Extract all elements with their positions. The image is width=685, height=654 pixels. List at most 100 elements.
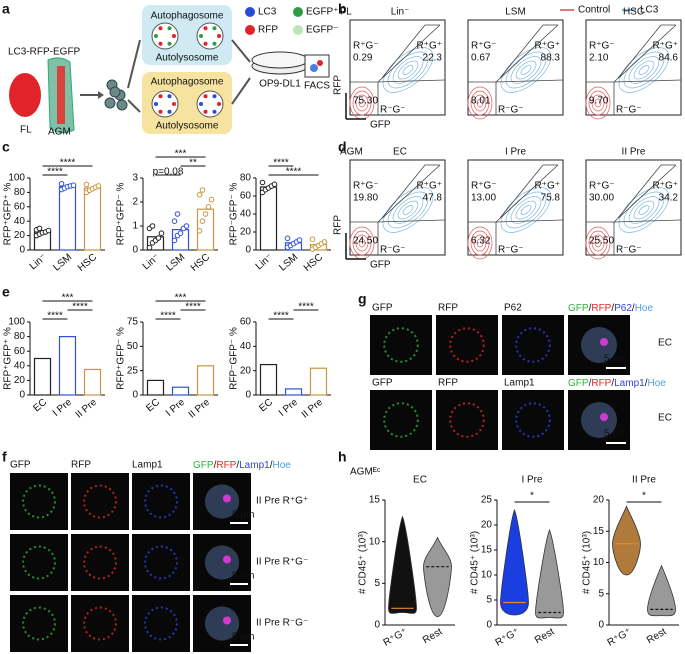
y-axis-label: RFP⁺GFP⁻ % xyxy=(116,183,127,246)
y-tick-label: 1 xyxy=(132,221,138,232)
contour-lc3 xyxy=(505,51,547,89)
label: EC xyxy=(393,147,407,158)
data-point xyxy=(309,236,316,242)
axis-arrow xyxy=(345,93,366,120)
axis-label: RFP xyxy=(333,75,344,95)
label: R⁺G⁺ xyxy=(416,181,442,192)
label: 84.6 xyxy=(659,53,679,64)
y-tick-label: 40 xyxy=(240,209,252,220)
channel: GFP xyxy=(568,303,589,314)
label: 25.50 xyxy=(589,236,614,247)
dot xyxy=(203,41,208,46)
channel: P62 xyxy=(614,303,632,314)
label: **** xyxy=(298,302,314,313)
label: Lamp1 xyxy=(504,378,535,389)
cell xyxy=(109,86,121,98)
data-point xyxy=(284,235,291,242)
signal xyxy=(144,545,178,580)
channel: RFP xyxy=(591,378,611,389)
label: **** xyxy=(286,167,302,178)
violin xyxy=(535,528,564,619)
x-tick-label: Rest xyxy=(421,626,444,646)
micrograph xyxy=(132,534,190,591)
data-point xyxy=(36,225,43,232)
label: 0.67 xyxy=(471,53,491,64)
channel: Hoe xyxy=(272,460,291,471)
dot xyxy=(154,102,158,106)
bar xyxy=(259,186,278,251)
micrograph xyxy=(10,473,68,530)
data-point xyxy=(321,239,328,245)
label: II Pre xyxy=(622,147,646,158)
label: R⁺G⁻ xyxy=(471,181,497,192)
label: FACS xyxy=(304,81,330,92)
label: EGFP⁻ xyxy=(306,25,339,36)
bar xyxy=(58,336,77,396)
y-tick-label: 0 xyxy=(374,620,380,631)
legend-dot xyxy=(245,7,255,17)
micrograph xyxy=(71,595,129,652)
y-axis-label: RFP⁻GFP⁻ % xyxy=(229,183,240,246)
sep: / xyxy=(632,303,635,314)
label: RFP xyxy=(438,378,458,389)
nucleus xyxy=(581,402,617,438)
label: Lin⁻ xyxy=(391,7,410,18)
sep: / xyxy=(645,378,648,389)
y-tick-label: 25 xyxy=(127,365,139,376)
signal xyxy=(83,606,117,641)
gate xyxy=(350,24,446,115)
bar xyxy=(146,379,165,396)
y-tick-label: 0 xyxy=(245,390,251,401)
label: I Pre xyxy=(521,475,543,486)
y-tick-label: 75 xyxy=(127,317,139,328)
x-tick-label: II Pre xyxy=(300,397,326,421)
contour-lc3 xyxy=(633,60,655,80)
contour-lc3 xyxy=(397,60,419,80)
channel: GFP xyxy=(568,378,589,389)
label: AGM xyxy=(48,127,71,138)
label: R⁻G⁻ xyxy=(380,245,406,256)
x-tick-label: HSC xyxy=(189,252,212,274)
dot xyxy=(212,109,217,114)
sep: / xyxy=(270,460,273,471)
label: OP9-DL1 xyxy=(259,79,301,90)
nucleus xyxy=(581,327,617,363)
dot xyxy=(203,109,208,114)
sep: / xyxy=(589,303,592,314)
data-point xyxy=(70,182,77,188)
contour-lc3 xyxy=(618,187,670,233)
contour-control xyxy=(352,90,372,116)
label: 47.8 xyxy=(423,193,443,204)
data-point xyxy=(171,237,178,244)
legend-dot xyxy=(245,25,255,35)
panel-label: d xyxy=(338,139,347,155)
merged-label: GFP/RFP/P62/Hoe xyxy=(568,303,653,314)
x-tick-label: II Pre xyxy=(187,397,213,421)
signal xyxy=(600,413,608,421)
label: R⁺G⁻ xyxy=(471,41,497,52)
data-point xyxy=(199,187,206,193)
dot xyxy=(217,34,221,38)
dot xyxy=(217,102,221,106)
label: II Pre R⁻G⁻ xyxy=(256,618,308,629)
contour-control xyxy=(588,90,608,116)
micrograph xyxy=(370,390,432,450)
contour-control xyxy=(591,234,605,252)
box-blue xyxy=(142,5,232,65)
y-tick-label: 60 xyxy=(14,201,26,212)
label: AGM xyxy=(340,147,363,158)
signal xyxy=(144,606,178,641)
data-point xyxy=(183,223,190,229)
y-tick-label: 10 xyxy=(481,570,493,581)
micrograph xyxy=(10,595,68,652)
label: 0.29 xyxy=(353,53,373,64)
contour-control xyxy=(585,226,611,260)
bar xyxy=(196,365,215,396)
y-tick-label: 0 xyxy=(245,245,251,256)
y-tick-label: 20 xyxy=(240,365,252,376)
violin xyxy=(647,564,676,617)
label: AGMᴱᶜ xyxy=(350,467,381,478)
contour-lc3 xyxy=(382,47,434,93)
signal xyxy=(515,327,551,363)
